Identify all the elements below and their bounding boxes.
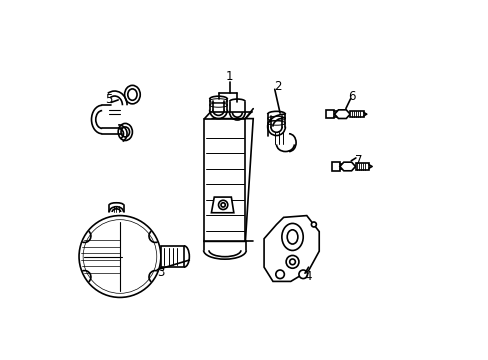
Bar (331, 162, 339, 171)
Text: 6: 6 (348, 90, 355, 103)
Polygon shape (339, 162, 355, 171)
Bar (161, 246, 183, 267)
Polygon shape (264, 216, 319, 282)
Bar (204, 118, 245, 242)
Bar (349, 111, 363, 117)
Circle shape (218, 200, 227, 210)
Text: 4: 4 (304, 270, 311, 283)
Circle shape (311, 222, 316, 227)
Circle shape (83, 220, 157, 293)
Text: 2: 2 (274, 80, 282, 93)
Text: 3: 3 (157, 266, 164, 279)
Circle shape (298, 270, 307, 279)
Circle shape (285, 256, 298, 268)
Circle shape (79, 216, 161, 297)
Circle shape (289, 259, 295, 265)
Ellipse shape (121, 127, 129, 137)
Polygon shape (211, 197, 233, 213)
Text: 1: 1 (225, 71, 233, 84)
Ellipse shape (124, 85, 140, 104)
Ellipse shape (286, 230, 297, 244)
Bar (325, 110, 333, 118)
Circle shape (275, 270, 284, 279)
Bar (355, 163, 368, 170)
Text: 5: 5 (104, 93, 112, 106)
Text: 7: 7 (354, 154, 362, 167)
Polygon shape (204, 118, 253, 242)
Ellipse shape (127, 89, 137, 100)
Polygon shape (334, 110, 349, 118)
Ellipse shape (118, 123, 132, 140)
Ellipse shape (281, 224, 303, 251)
Circle shape (221, 203, 225, 207)
